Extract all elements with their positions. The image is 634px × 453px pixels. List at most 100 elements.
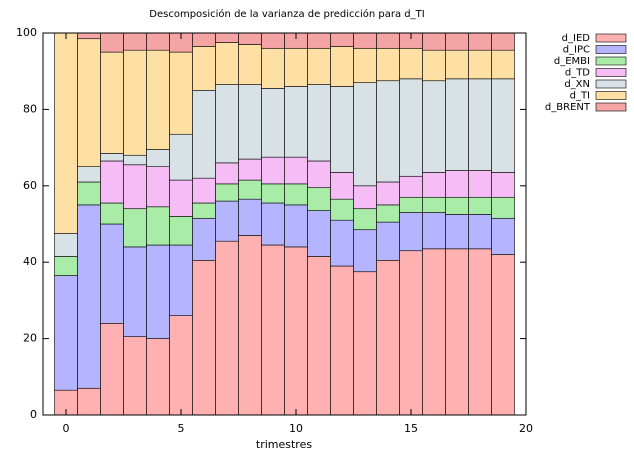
bar-segment (146, 206, 170, 246)
bar-segment (238, 235, 262, 416)
bar-segment (445, 78, 469, 171)
bar-segment (353, 47, 377, 83)
bar-segment (307, 187, 331, 211)
bar-segment (100, 223, 124, 324)
bar-segment (307, 160, 331, 189)
bar-segment (77, 204, 101, 389)
bar-segment (77, 166, 101, 183)
y-tick-label: 100 (16, 26, 37, 39)
x-axis-label: trimestres (256, 438, 312, 451)
bar-segment (169, 133, 193, 181)
bar-segment (491, 32, 515, 51)
bar-segment (422, 172, 446, 198)
bar-segment (238, 84, 262, 160)
bar-segment (54, 233, 78, 257)
bar-segment (238, 179, 262, 200)
bar-segment (353, 185, 377, 210)
bar-segment (169, 315, 193, 416)
bar-segment (284, 47, 308, 87)
bar-segment (261, 156, 285, 185)
chart-title: Descomposición de la varianza de predicc… (149, 8, 424, 20)
bar-segment (77, 38, 101, 168)
legend-swatch (595, 102, 627, 112)
bar-segment (376, 47, 400, 82)
x-tick-label: 5 (178, 422, 185, 435)
bar-segment (399, 78, 423, 177)
legend-label: d_EMBI (554, 56, 590, 67)
bar-segment (422, 32, 446, 51)
bar-segment (284, 156, 308, 185)
legend-label: d_IED (562, 33, 591, 44)
legend-label: d_XN (564, 79, 590, 90)
bar-segment (422, 212, 446, 250)
bar-segment (376, 221, 400, 261)
bar-segment (54, 32, 78, 234)
bar-segment (330, 219, 354, 267)
bar-segment (468, 32, 492, 51)
bar-segment (77, 387, 101, 416)
bar-segment (146, 49, 170, 150)
bar-segment (468, 78, 492, 171)
bar-segment (330, 86, 354, 173)
legend-label: d_TI (570, 91, 590, 102)
legend-label: d_IPC (563, 45, 590, 56)
bar-segment (491, 254, 515, 416)
bar-segment (215, 183, 239, 202)
bar-segment (54, 256, 78, 276)
bar-segment (54, 275, 78, 391)
bar-segment (422, 248, 446, 416)
bar-segment (100, 202, 124, 225)
y-tick-label: 0 (30, 408, 37, 421)
bar-segment (100, 153, 124, 162)
bar-segment (215, 42, 239, 85)
bar-segment (376, 204, 400, 223)
x-tick-label: 15 (404, 422, 418, 435)
y-tick-label: 40 (23, 255, 37, 268)
bar-segment (146, 166, 170, 208)
bar-segment (192, 217, 216, 261)
bar-segment (146, 32, 170, 51)
bar-segment (491, 49, 515, 80)
bar-segment (330, 32, 354, 47)
bar-segment (422, 196, 446, 213)
bar-segment (261, 202, 285, 246)
bar-segment (330, 198, 354, 221)
bar-segment (330, 172, 354, 200)
bar-segment (399, 250, 423, 416)
bar-segment (376, 80, 400, 183)
bar-segment (491, 172, 515, 198)
bar-segment (123, 246, 147, 337)
x-tick-label: 10 (289, 422, 303, 435)
bar-segment (307, 84, 331, 162)
bar-segment (491, 217, 515, 255)
bar-segment (330, 265, 354, 416)
x-tick-label: 20 (519, 422, 533, 435)
legend-label: d_BRENT (545, 102, 591, 113)
bar-segment (192, 259, 216, 416)
bar-segment (422, 80, 446, 173)
y-tick-label: 20 (23, 332, 37, 345)
y-tick-label: 80 (23, 102, 37, 115)
bar-segment (238, 158, 262, 181)
bar-segment (192, 46, 216, 91)
bar-segment (353, 208, 377, 231)
bar-segment (307, 32, 331, 49)
bar-segment (123, 208, 147, 248)
bar-segment (468, 49, 492, 80)
bar-segment (261, 32, 285, 49)
bar-segment (491, 196, 515, 219)
bar-segment (100, 323, 124, 416)
bar-segment (468, 196, 492, 215)
bar-segment (261, 47, 285, 89)
bar-segment (284, 86, 308, 158)
bar-segment (399, 47, 423, 80)
bar-segment (215, 84, 239, 164)
bar-segment (284, 246, 308, 416)
bar-segment (307, 210, 331, 257)
legend-swatch (595, 33, 627, 43)
bar-segment (376, 259, 400, 416)
bar-segment (238, 44, 262, 85)
legend-swatch (595, 45, 627, 54)
legend-swatch (595, 79, 627, 89)
